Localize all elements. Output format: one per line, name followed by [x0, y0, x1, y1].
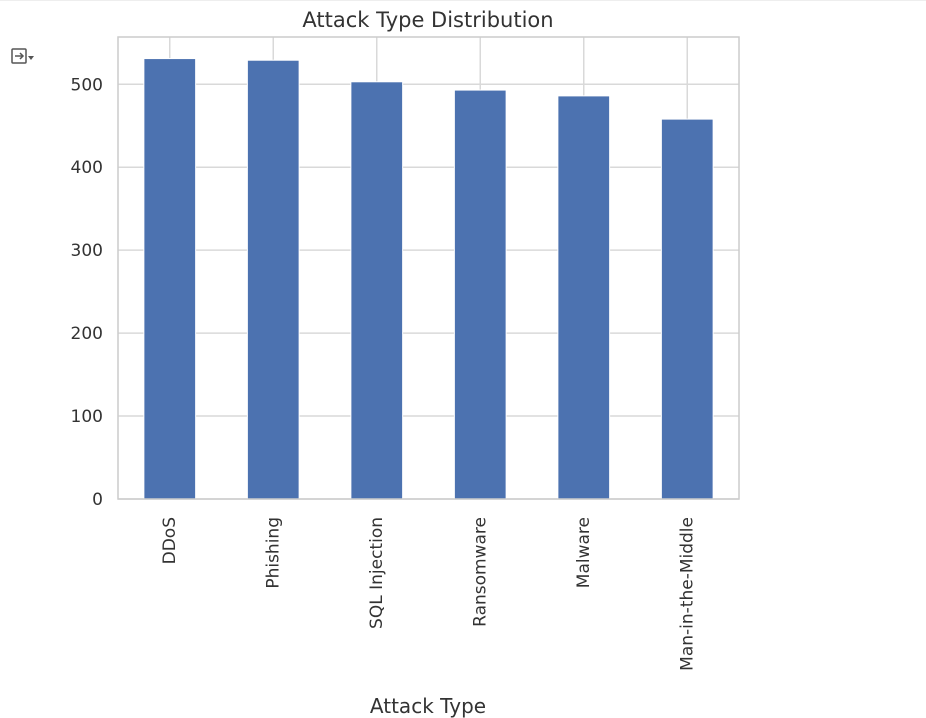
x-tick-label: SQL Injection: [367, 517, 387, 629]
bar-malware: [557, 95, 611, 500]
y-tick-label: 0: [92, 490, 103, 510]
y-tick-labels: 0 100 200 300 400 500: [71, 75, 103, 510]
y-tick-label: 300: [71, 241, 103, 261]
x-tick-labels: DDoS Phishing SQL Injection Ransomware Malwa…: [160, 517, 698, 671]
bar-phishing: [246, 59, 300, 500]
y-tick-label: 400: [71, 158, 103, 178]
x-tick-label: Phishing: [263, 517, 283, 589]
x-tick-label: Malware: [574, 517, 594, 588]
output-toggle-icon[interactable]: [8, 46, 38, 68]
bar-ransomware: [453, 89, 507, 500]
bar-sql-injection: [350, 81, 404, 500]
y-tick-label: 500: [71, 75, 103, 95]
bar-ddos: [143, 58, 197, 500]
x-tick-label: Ransomware: [470, 517, 490, 627]
grid-lines: [118, 37, 739, 500]
y-tick-label: 100: [71, 407, 103, 427]
plot-frame: [117, 36, 740, 500]
bars: [143, 58, 714, 500]
x-tick-label: Man-in-the-Middle: [677, 517, 697, 671]
chart-title: Attack Type Distribution: [302, 8, 553, 32]
bar-man-in-the-middle: [660, 118, 714, 500]
x-tick-label: DDoS: [160, 517, 180, 564]
cell-divider: [0, 0, 926, 1]
y-tick-label: 200: [71, 324, 103, 344]
x-axis-label: Attack Type: [370, 694, 486, 718]
